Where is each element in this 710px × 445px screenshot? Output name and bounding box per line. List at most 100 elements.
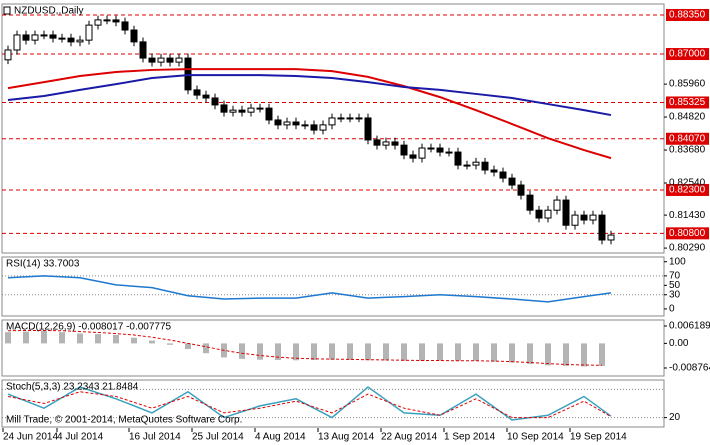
candle-body	[31, 34, 39, 41]
candle-body	[607, 234, 615, 241]
histogram-bar	[257, 343, 263, 360]
x-tick-label: 19 Sep 2014	[570, 432, 627, 443]
candle-body	[184, 57, 192, 91]
candle-body	[58, 37, 66, 40]
histogram-bar	[419, 343, 425, 361]
candle-body	[535, 209, 543, 219]
pane-title: Stoch(5,3,3) 23.2343 21.8484	[6, 382, 139, 393]
x-tick-label: 22 Aug 2014	[381, 432, 438, 443]
candle-body	[229, 109, 237, 113]
y-tick-label: 0.80290	[669, 243, 706, 254]
histogram-bar	[113, 334, 119, 344]
candle-body	[256, 107, 264, 110]
candle-body	[490, 169, 498, 173]
pane-frame	[1, 379, 665, 428]
y-tick-label: 0.006189	[669, 321, 710, 332]
candle-body	[571, 214, 579, 226]
y-tick-label: 0.82540	[669, 178, 706, 189]
histogram-bar	[545, 343, 551, 366]
x-tick-label: 13 Aug 2014	[318, 432, 375, 443]
x-tick-label: 4 Jul 2014	[57, 432, 104, 443]
candle-body	[247, 107, 255, 113]
y-tick-label: 0.81430	[669, 210, 706, 221]
histogram-bar	[455, 343, 461, 361]
y-tick-label: 20	[669, 412, 681, 423]
candle-body	[292, 121, 300, 126]
indicator-line	[7, 275, 612, 303]
pane-frame	[1, 319, 665, 377]
candle-body	[139, 41, 147, 59]
title-icon	[3, 6, 11, 15]
y-tick-label: 30	[669, 289, 681, 300]
candle-body	[382, 141, 390, 146]
candle-body	[373, 139, 381, 146]
candle-body	[337, 117, 345, 120]
candle-body	[265, 107, 273, 121]
candle-body	[409, 154, 417, 159]
histogram-bar	[527, 343, 533, 364]
candle-body	[436, 147, 444, 153]
y-tick-label: 0	[669, 304, 675, 315]
y-tick-label: 0.84820	[669, 112, 706, 123]
level-label: 0.87000	[669, 49, 706, 60]
candle-body	[103, 19, 111, 22]
histogram-bar	[77, 333, 83, 344]
candle-body	[481, 161, 489, 171]
histogram-bar	[311, 343, 317, 360]
candle-body	[553, 199, 561, 211]
candle-body	[220, 104, 228, 113]
histogram-bar	[95, 334, 101, 344]
candle-body	[472, 161, 480, 166]
level-label-box	[666, 48, 709, 61]
candle-body	[157, 57, 165, 63]
pane-title: MACD(12,26,9) -0.008017 -0.007775	[6, 322, 172, 333]
copyright: Mill Trade, © 2001-2014, MetaQuotes Soft…	[6, 415, 242, 426]
candle-body	[517, 184, 525, 196]
histogram-bar	[473, 343, 479, 361]
level-label-box	[666, 8, 709, 21]
level-label-box	[666, 132, 709, 145]
candle-body	[49, 34, 57, 39]
candle-body	[121, 21, 129, 31]
candle-body	[499, 171, 507, 179]
candle-body	[4, 49, 12, 61]
candle-body	[310, 124, 318, 131]
candle-body	[301, 124, 309, 127]
pane-frame	[1, 3, 665, 254]
x-tick-label: 1 Sep 2014	[444, 432, 496, 443]
candle-body	[418, 147, 426, 159]
candle-body	[283, 121, 291, 126]
x-tick-label: 4 Aug 2014	[255, 432, 306, 443]
histogram-bar	[59, 332, 65, 344]
y-tick-label: 0.00	[669, 338, 689, 349]
histogram-bar	[203, 343, 209, 354]
candle-body	[508, 177, 516, 186]
level-label-box	[666, 227, 709, 240]
candle-body	[112, 19, 120, 23]
histogram-bar	[347, 343, 353, 360]
histogram-bar	[491, 343, 497, 362]
histogram-bar	[239, 343, 245, 359]
level-label: 0.80800	[669, 228, 706, 239]
candle-body	[346, 117, 354, 120]
y-tick-label: 0.85960	[669, 79, 706, 90]
pane-frame	[1, 256, 665, 317]
candle-body	[445, 151, 453, 154]
histogram-bar	[401, 343, 407, 361]
level-label-box	[666, 96, 709, 109]
candle-body	[13, 34, 21, 51]
candle-body	[193, 89, 201, 96]
candle-body	[427, 147, 435, 150]
histogram-bar	[563, 343, 569, 366]
histogram-bar	[365, 343, 371, 361]
histogram-bar	[599, 343, 605, 366]
candle-body	[148, 57, 156, 63]
level-label: 0.88350	[669, 10, 706, 21]
pane-title: NZDUSD,,Daily	[14, 6, 83, 17]
histogram-bar	[383, 343, 389, 361]
histogram-bar	[437, 343, 443, 361]
x-tick-label: 10 Sep 2014	[507, 432, 564, 443]
histogram-bar	[23, 331, 29, 344]
candle-body	[211, 97, 219, 106]
